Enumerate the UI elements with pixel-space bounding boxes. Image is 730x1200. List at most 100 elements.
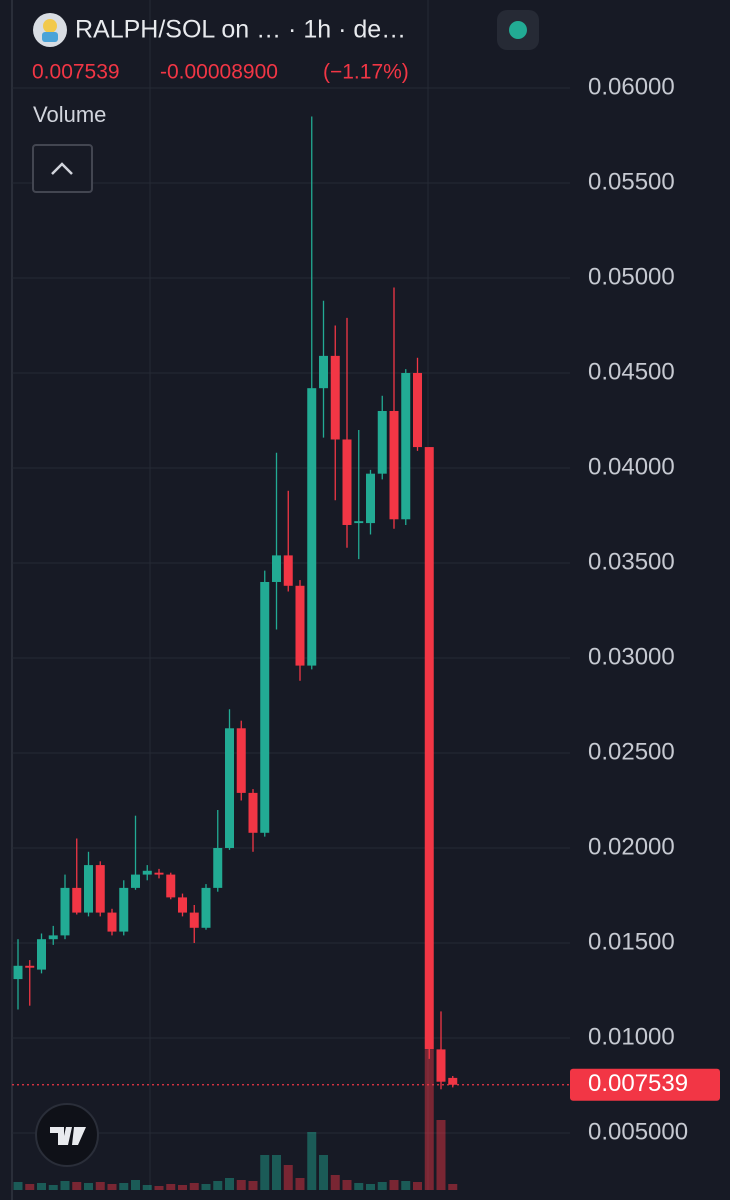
volume-bar: [354, 1183, 364, 1190]
candle-body: [225, 728, 234, 848]
candle-body: [366, 473, 375, 524]
volume-bar: [107, 1184, 117, 1190]
volume-bar: [413, 1182, 422, 1190]
y-tick-label: 0.02500: [588, 738, 675, 765]
candle-body: [178, 897, 187, 913]
status-dot: [509, 21, 527, 39]
candle-body: [25, 965, 35, 968]
volume-bar: [389, 1180, 399, 1190]
candle-body: [260, 581, 270, 833]
price-change-percent: (−1.17%): [323, 61, 409, 84]
volume-bar: [119, 1183, 129, 1190]
candle-body: [189, 912, 199, 928]
candle-body: [13, 965, 23, 980]
candle-body: [48, 935, 58, 940]
candles: [13, 116, 458, 1190]
candle-body: [389, 410, 399, 520]
volume-bar: [448, 1184, 458, 1190]
volume-bar: [37, 1183, 46, 1190]
volume-bar: [307, 1132, 317, 1190]
candle-body: [295, 585, 305, 666]
logo-mark: [50, 1127, 86, 1145]
volume-bar: [142, 1185, 152, 1190]
y-tick-label: 0.03500: [588, 548, 675, 575]
candle-body: [60, 887, 70, 936]
volume-bar: [295, 1178, 305, 1190]
volume-bar: [401, 1181, 411, 1190]
candle-body: [84, 865, 93, 913]
last-price: 0.007539: [32, 61, 120, 84]
candle-body: [448, 1077, 458, 1085]
y-tick-label: 0.03000: [588, 643, 675, 670]
volume-bar: [48, 1185, 58, 1190]
volume-bar: [95, 1182, 105, 1190]
volume-bar: [330, 1175, 340, 1190]
volume-bar: [84, 1183, 93, 1190]
volume-bar: [60, 1181, 70, 1190]
candle-body: [307, 388, 317, 666]
candle-body: [330, 355, 340, 440]
candle-body: [37, 939, 46, 970]
candle-body: [354, 521, 364, 524]
y-tick-label: 0.05500: [588, 168, 675, 195]
last-price-tag: [570, 1068, 720, 1101]
volume-bar: [131, 1180, 140, 1190]
volume-bar: [201, 1184, 211, 1190]
token-logo-body: [42, 32, 58, 42]
candle-body: [131, 874, 140, 888]
volume-bar: [248, 1181, 258, 1190]
volume-bar: [154, 1186, 164, 1190]
candle-body: [95, 865, 105, 913]
volume-bar: [342, 1180, 352, 1190]
candle-body: [401, 372, 411, 520]
volume-label: Volume: [33, 102, 106, 127]
grid: [12, 87, 570, 1134]
candle-body: [436, 1049, 446, 1082]
volume-bar: [13, 1182, 23, 1190]
volume-bar: [366, 1184, 375, 1190]
chevron-icon: [51, 162, 73, 175]
candle-body: [342, 439, 352, 525]
tradingview-logo[interactable]: [35, 1103, 99, 1167]
candle-body: [424, 447, 434, 1050]
header: RALPH/SOL on … · 1h · de… 0.007539 -0.00…: [32, 10, 539, 193]
candle-body: [319, 355, 328, 389]
volume-bar: [377, 1182, 387, 1190]
volume-bar: [424, 1050, 434, 1190]
candle-body: [166, 874, 176, 898]
candle-body: [236, 728, 246, 793]
volume-bar: [272, 1155, 281, 1190]
y-tick-label: 0.06000: [588, 73, 675, 100]
candle-body: [142, 870, 152, 875]
candle-body: [413, 372, 422, 448]
candle-body: [248, 792, 258, 833]
candle-body: [377, 410, 387, 474]
collapse-button[interactable]: [32, 144, 93, 193]
y-tick-label: 0.005000: [588, 1118, 688, 1145]
volume-bar: [72, 1182, 82, 1190]
symbol-title[interactable]: RALPH/SOL on … · 1h · de…: [75, 16, 406, 44]
last-price-tag-label: 0.007539: [588, 1070, 688, 1097]
candle-body: [272, 555, 281, 582]
y-tick-label: 0.02000: [588, 833, 675, 860]
candle-body: [154, 872, 164, 875]
volume-bar: [25, 1184, 35, 1190]
price-change: -0.00008900: [160, 61, 278, 84]
volume-bar: [189, 1183, 199, 1190]
volume-bar: [236, 1180, 246, 1190]
volume-bar: [260, 1155, 270, 1190]
volume-bar: [436, 1120, 446, 1190]
candle-body: [283, 555, 293, 586]
candle-body: [213, 847, 223, 888]
volume-bar: [166, 1184, 176, 1190]
y-tick-label: 0.01500: [588, 928, 675, 955]
y-tick-label: 0.04000: [588, 453, 675, 480]
y-tick-label: 0.05000: [588, 263, 675, 290]
volume-bar: [213, 1181, 223, 1190]
candle-body: [201, 887, 211, 928]
volume-bar: [178, 1185, 187, 1190]
token-logo-face: [43, 19, 57, 33]
